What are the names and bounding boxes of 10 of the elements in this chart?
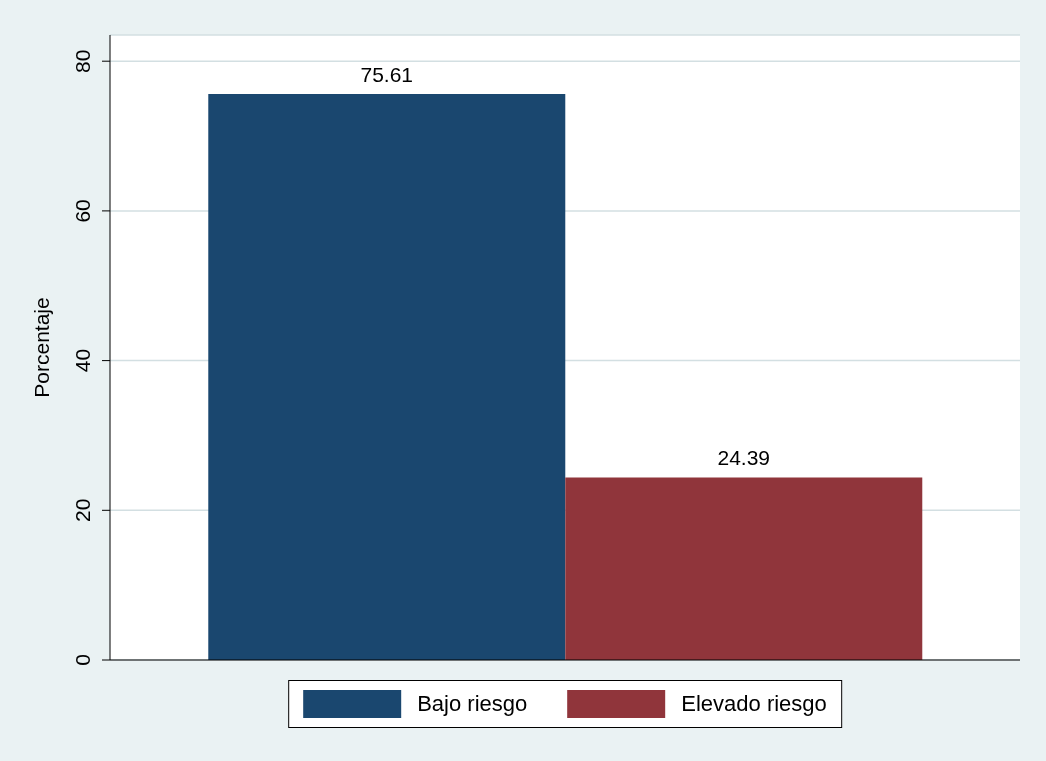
y-tick-label: 80 bbox=[71, 49, 94, 73]
legend-label: Elevado riesgo bbox=[681, 691, 827, 717]
legend-label: Bajo riesgo bbox=[417, 691, 528, 717]
y-axis-title: Porcentaje bbox=[30, 297, 54, 398]
data-label: 75.61 bbox=[360, 63, 414, 87]
y-tick-label: 0 bbox=[71, 654, 94, 666]
data-label: 24.39 bbox=[717, 446, 771, 470]
y-tick-label: 20 bbox=[71, 498, 94, 522]
y-tick-label: 40 bbox=[71, 348, 94, 373]
y-tick-label: 60 bbox=[71, 199, 94, 223]
